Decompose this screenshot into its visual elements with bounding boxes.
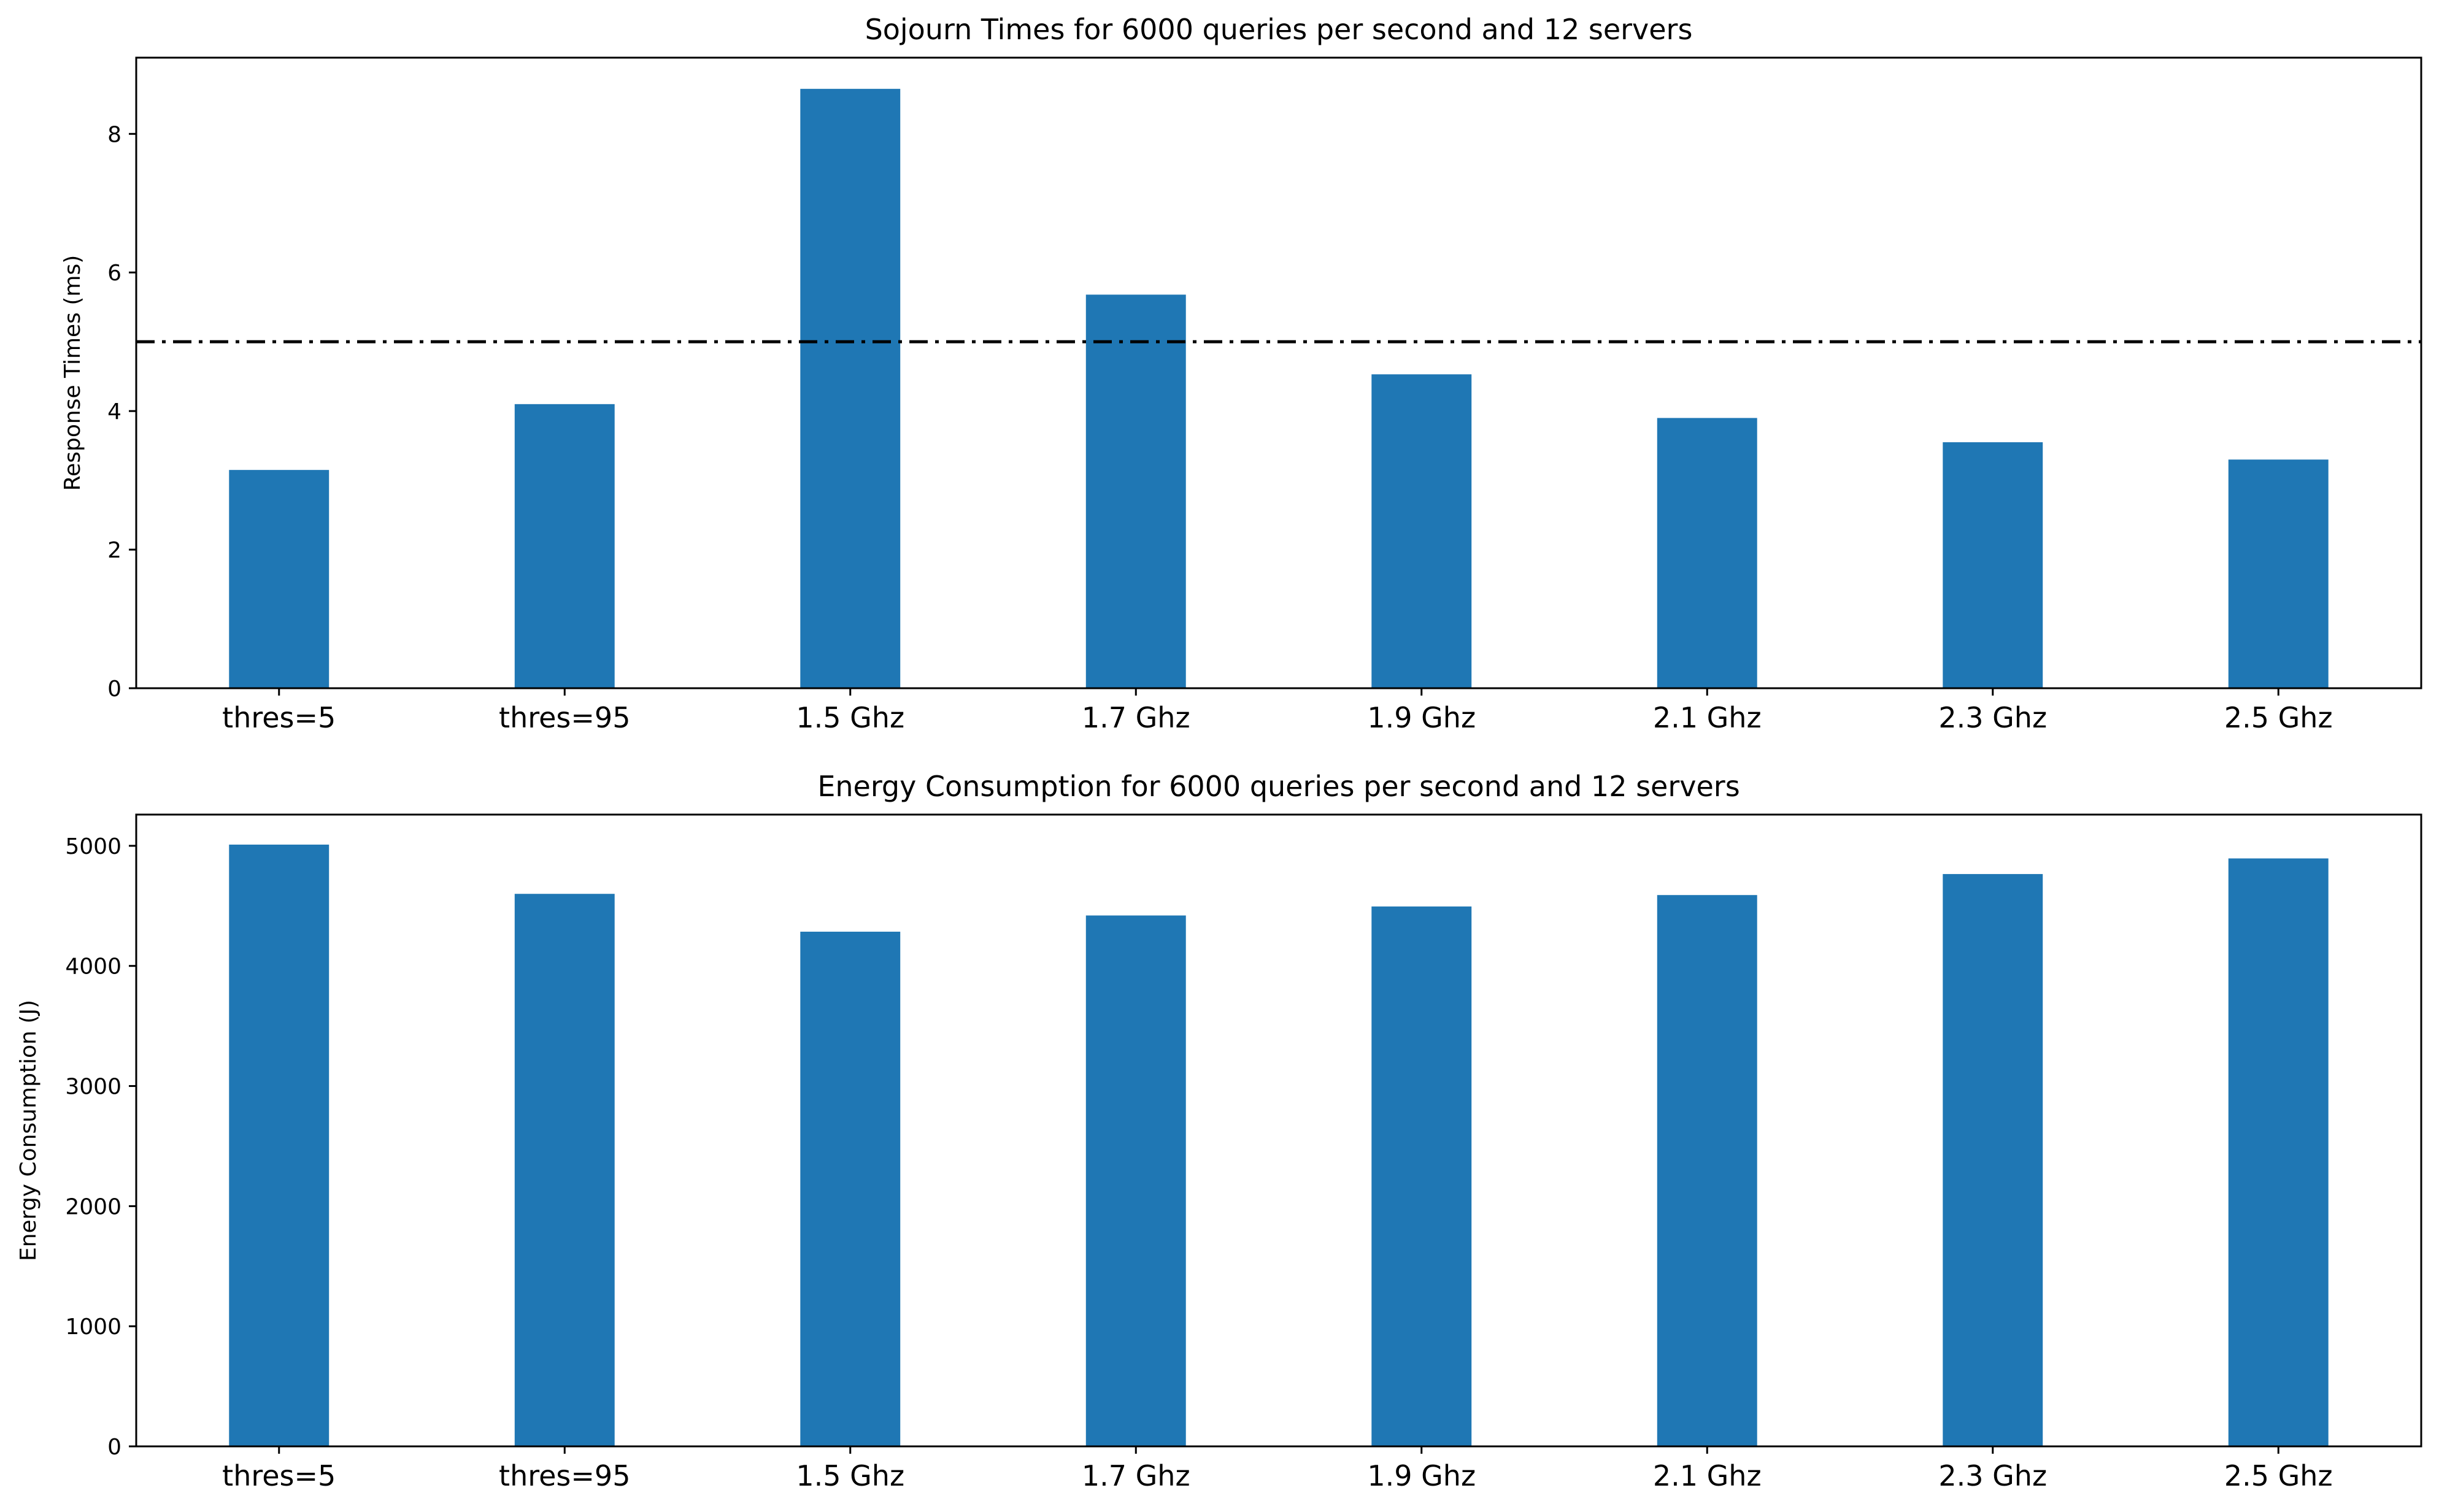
sojourn-times-chart: Sojourn Times for 6000 queries per secon… [60,13,2422,734]
y-tick-label-3: 6 [107,261,121,286]
chart-title: Energy Consumption for 6000 queries per … [817,770,1740,803]
bar-group [229,88,2329,689]
bar-3 [1085,915,1186,1446]
plot-frame [135,56,2422,689]
y-tick-label-4: 8 [107,122,121,147]
y-axis-ticks: 0 2 4 6 8 [107,122,136,702]
bar-7 [2228,459,2329,688]
y-tick-label-0: 0 [107,677,121,702]
y-tick-label-5: 5000 [65,834,121,859]
chart-title: Sojourn Times for 6000 queries per secon… [865,13,1693,46]
plot-frame [135,813,2422,1448]
bar-5 [1657,418,1757,688]
x-tick-label-6: 2.3 Ghz [1938,1459,2047,1492]
bar-4 [1371,906,1472,1446]
x-tick-label-1: thres=95 [499,701,630,734]
y-axis-label: Response Times (ms) [60,255,85,491]
bar-6 [1943,873,2043,1446]
bar-2 [800,931,901,1446]
bar-1 [514,894,615,1446]
bar-7 [2228,858,2329,1446]
bar-0 [229,470,329,688]
bar-6 [1943,442,2043,688]
x-tick-label-0: thres=5 [222,701,336,734]
bar-2 [800,88,901,689]
x-axis-ticks: thres=5 thres=95 1.5 Ghz 1.7 Ghz 1.9 Ghz 2.1 … [222,1446,2333,1492]
y-tick-label-1: 2 [107,538,121,563]
x-tick-label-1: thres=95 [499,1459,630,1492]
y-tick-label-0: 0 [107,1435,121,1460]
y-tick-label-2: 2000 [65,1194,121,1219]
y-axis-ticks: 0 1000 2000 3000 4000 5000 [65,834,136,1460]
y-tick-label-4: 4000 [65,954,121,980]
bar-0 [229,844,329,1446]
bar-group [229,844,2329,1446]
y-tick-label-3: 3000 [65,1075,121,1100]
x-tick-label-2: 1.5 Ghz [796,701,904,734]
x-tick-label-5: 2.1 Ghz [1653,701,1762,734]
x-tick-label-6: 2.3 Ghz [1938,701,2047,734]
x-tick-label-7: 2.5 Ghz [2224,701,2333,734]
x-tick-label-2: 1.5 Ghz [796,1459,904,1492]
y-tick-label-2: 4 [107,399,121,424]
x-tick-label-3: 1.7 Ghz [1082,1459,1190,1492]
bar-4 [1371,374,1472,688]
energy-consumption-chart: Energy Consumption for 6000 queries per … [16,770,2422,1492]
x-tick-label-3: 1.7 Ghz [1082,701,1190,734]
x-tick-label-5: 2.1 Ghz [1653,1459,1762,1492]
x-tick-label-4: 1.9 Ghz [1367,701,1476,734]
bar-3 [1085,294,1186,688]
bar-5 [1657,895,1757,1446]
bar-1 [514,404,615,688]
x-tick-label-7: 2.5 Ghz [2224,1459,2333,1492]
x-tick-label-0: thres=5 [222,1459,336,1492]
y-tick-label-1: 1000 [65,1314,121,1340]
x-axis-ticks: thres=5 thres=95 1.5 Ghz 1.7 Ghz 1.9 Ghz 2.1 … [222,688,2333,734]
x-tick-label-4: 1.9 Ghz [1367,1459,1476,1492]
y-axis-label: Energy Consumption (J) [16,1000,41,1261]
